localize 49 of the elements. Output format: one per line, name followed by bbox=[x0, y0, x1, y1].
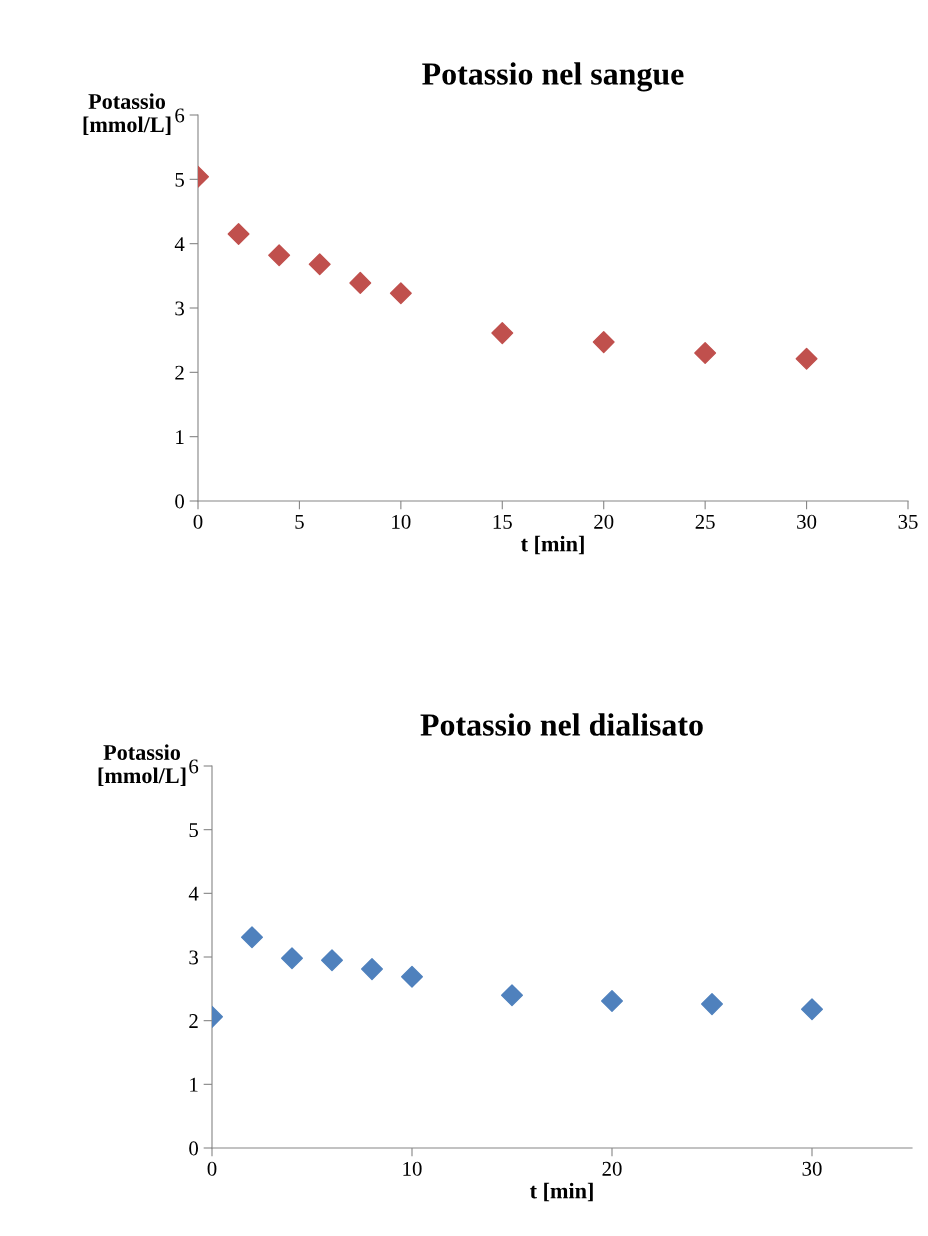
chart-title: Potassio nel sangue bbox=[422, 62, 684, 92]
y-tick-label: 3 bbox=[189, 950, 198, 965]
y-tick-label: 4 bbox=[174, 237, 185, 251]
x-tick-label: 10 bbox=[392, 514, 411, 529]
point bbox=[694, 342, 717, 365]
x-tick-label: 0 bbox=[207, 1161, 217, 1176]
x-tick-label: 5 bbox=[295, 515, 304, 529]
x-axis-title: t [min] bbox=[520, 535, 584, 555]
x-tick-label: 30 bbox=[802, 1161, 822, 1176]
point bbox=[389, 282, 412, 305]
y-tick-label: 0 bbox=[189, 1141, 199, 1156]
chart-title: Potassio nel dialisato bbox=[420, 713, 703, 736]
point bbox=[795, 347, 818, 370]
point bbox=[701, 993, 723, 1016]
y-axis-title: Potassio [mmol/L] bbox=[98, 744, 186, 786]
x-tick-label: 20 bbox=[602, 1161, 622, 1176]
x-axis-title: t [min] bbox=[529, 1182, 593, 1202]
x-tick-label: 30 bbox=[797, 514, 817, 529]
y-tick-label: 0 bbox=[175, 494, 185, 509]
x-tick-label: 25 bbox=[695, 514, 715, 529]
y-tick-label: 2 bbox=[175, 365, 184, 380]
point bbox=[227, 223, 250, 246]
y-tick-label: 4 bbox=[188, 886, 199, 901]
point bbox=[801, 998, 823, 1021]
x-tick-label: 10 bbox=[403, 1161, 422, 1176]
y-tick-label: 5 bbox=[189, 823, 198, 838]
y-tick-label: 1 bbox=[190, 1077, 198, 1092]
y-tick-label: 5 bbox=[175, 172, 184, 187]
y-axis-title: Potassio [mmol/L] bbox=[83, 93, 171, 135]
y-tick-label: 1 bbox=[176, 430, 184, 444]
point bbox=[241, 926, 263, 949]
point bbox=[491, 322, 514, 345]
x-tick-label: 15 bbox=[493, 514, 512, 529]
point bbox=[401, 965, 423, 988]
point bbox=[281, 947, 303, 970]
point bbox=[361, 958, 383, 981]
point bbox=[268, 244, 291, 267]
y-tick-label: 6 bbox=[175, 108, 185, 123]
point bbox=[349, 271, 372, 294]
point bbox=[308, 253, 331, 276]
y-tick-label: 6 bbox=[189, 759, 199, 774]
point bbox=[501, 984, 523, 1007]
point bbox=[601, 989, 623, 1012]
x-tick-label: 35 bbox=[898, 514, 918, 529]
point bbox=[592, 331, 615, 354]
y-tick-label: 2 bbox=[189, 1014, 198, 1028]
y-tick-label: 3 bbox=[175, 301, 184, 316]
point bbox=[321, 949, 343, 972]
x-tick-label: 20 bbox=[594, 514, 614, 529]
